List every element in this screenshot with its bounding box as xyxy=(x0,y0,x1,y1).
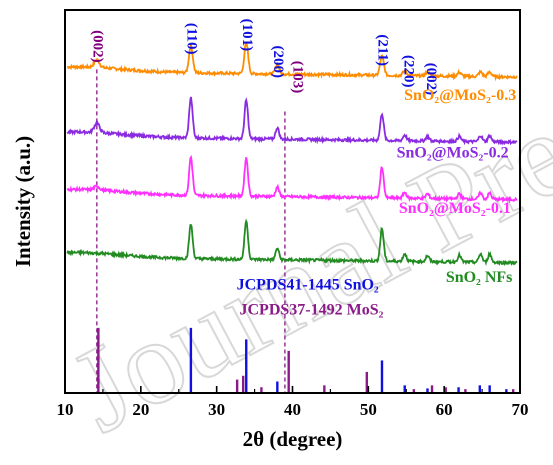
series-line-1 xyxy=(66,96,518,146)
hkl-label-6: (220) xyxy=(400,55,416,88)
x-tick-label-0: 10 xyxy=(57,400,74,419)
series-label-0: SnO₂@MoS₂-0.3 xyxy=(404,87,516,104)
y-axis-label: Intensity (a.u.) xyxy=(11,136,35,267)
series-line-0 xyxy=(67,41,518,82)
hkl-label-4: (103) xyxy=(290,61,306,94)
plot-area: (002) (110) (101) (200) (103) (211) (220) (002)… xyxy=(66,19,518,393)
hkl-label-2: (101) xyxy=(239,19,255,52)
x-tick-label-6: 70 xyxy=(512,400,529,419)
x-tick-label-3: 40 xyxy=(284,400,301,419)
series-line-3 xyxy=(66,218,518,267)
hkl-label-1: (110) xyxy=(183,23,199,55)
x-tick-label-1: 20 xyxy=(132,400,149,419)
hkl-label-7: (002) xyxy=(423,63,439,96)
series-label-2: SnO₂@MoS₂-0.1 xyxy=(399,200,511,217)
series-label-1: SnO₂@MoS₂-0.2 xyxy=(397,144,509,161)
x-tick-label-2: 30 xyxy=(208,400,225,419)
reference-label-1: JCPDS37-1492 MoS₂ xyxy=(240,301,384,318)
hkl-label-5: (211) xyxy=(375,34,391,66)
reference-label-0: JCPDS41-1445 SnO₂ xyxy=(237,277,379,294)
x-tick-label-5: 60 xyxy=(436,400,453,419)
hkl-label-0: (002) xyxy=(89,30,105,63)
hkl-label-3: (200) xyxy=(270,45,286,78)
series-line-2 xyxy=(66,154,518,204)
x-axis: 10 20 30 40 50 60 70 xyxy=(57,386,529,419)
x-axis-label: 2θ (degree) xyxy=(243,427,343,451)
x-tick-label-4: 50 xyxy=(360,400,377,419)
series-label-3: SnO₂ NFs xyxy=(446,269,513,286)
